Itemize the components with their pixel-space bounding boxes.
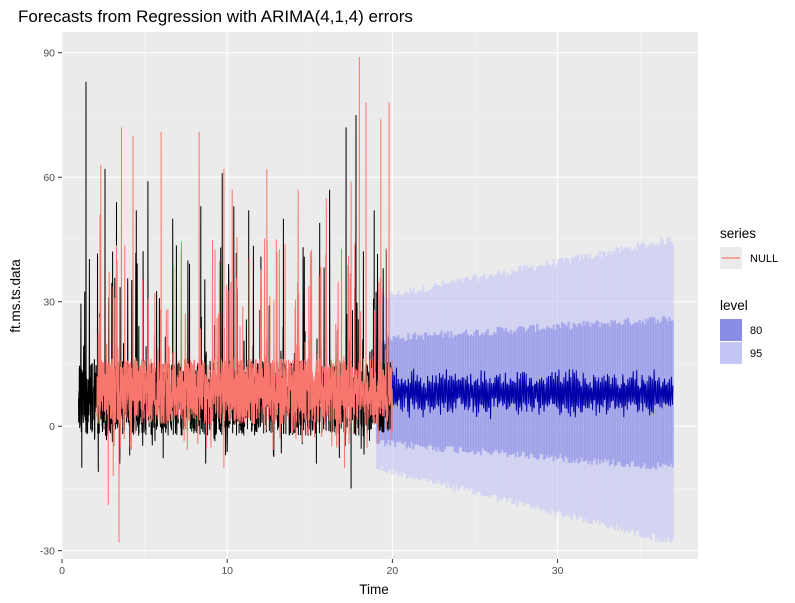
legend-series-label: NULL (750, 253, 778, 265)
axis-ticks: 0 10 20 30 -30 0 30 60 90 (40, 48, 564, 577)
x-axis-title: Time (359, 582, 389, 597)
fitted-series-line (96, 56, 393, 543)
x-tick-label: 10 (221, 565, 233, 577)
legend-level-title: level (720, 298, 748, 313)
y-tick-label: 0 (49, 421, 55, 433)
chart-title: Forecasts from Regression with ARIMA(4,1… (18, 7, 413, 26)
y-tick-label: 60 (43, 172, 55, 184)
y-axis-title: ft.ms.ts.data (8, 259, 23, 333)
y-tick-label: 90 (43, 48, 55, 60)
y-tick-label: -30 (40, 546, 55, 558)
interval_80-strip (425, 332, 428, 450)
x-tick-label: 20 (387, 565, 399, 577)
x-tick-label: 0 (59, 565, 65, 577)
legend-level-95-swatch (720, 342, 742, 364)
legend-series-title: series (720, 226, 756, 241)
y-tick-label: 30 (43, 297, 55, 309)
x-tick-label: 30 (552, 565, 564, 577)
legend-level-95-label: 95 (750, 348, 762, 360)
legend-level-80-swatch (720, 319, 742, 341)
legend-level-80-label: 80 (750, 325, 762, 337)
interval_80-strip (532, 325, 536, 458)
forecast-mean-line (391, 367, 674, 420)
interval_80-strip (405, 340, 408, 449)
interval_80-strip (423, 332, 427, 448)
legend: series NULL level 80 95 (720, 226, 778, 364)
